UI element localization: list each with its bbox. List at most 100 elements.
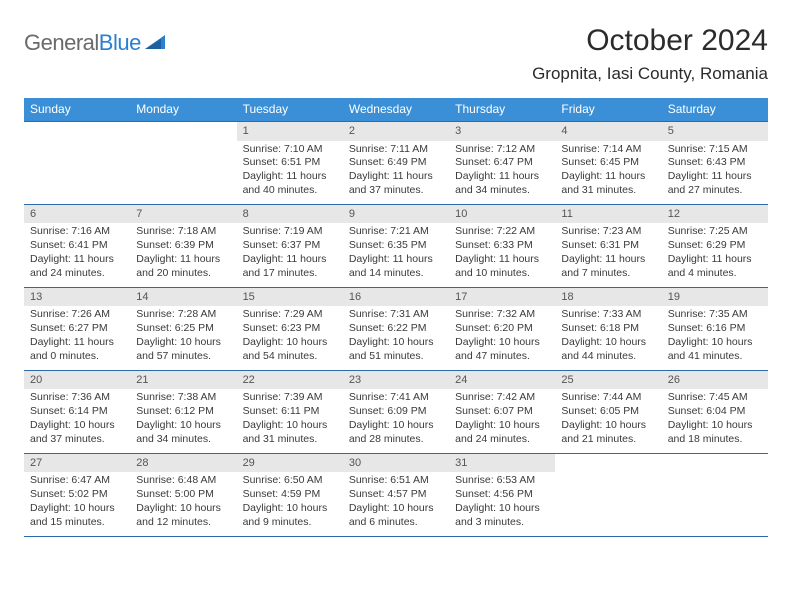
day-body: Sunrise: 7:44 AMSunset: 6:05 PMDaylight:…: [555, 389, 661, 452]
day-body: Sunrise: 7:28 AMSunset: 6:25 PMDaylight:…: [130, 306, 236, 369]
day-sunset: Sunset: 6:14 PM: [30, 405, 124, 419]
day-sunset: Sunset: 6:05 PM: [561, 405, 655, 419]
day-number: 4: [555, 122, 661, 141]
day-of-week-cell: Sunday: [24, 98, 130, 121]
day-number: 24: [449, 371, 555, 390]
day-number: 11: [555, 205, 661, 224]
day-sunset: Sunset: 4:56 PM: [455, 488, 549, 502]
day-body: Sunrise: 7:41 AMSunset: 6:09 PMDaylight:…: [343, 389, 449, 452]
day-sunset: Sunset: 6:47 PM: [455, 156, 549, 170]
day-sunrise: Sunrise: 7:42 AM: [455, 391, 549, 405]
day-daylight: Daylight: 10 hours and 12 minutes.: [136, 502, 230, 530]
day-sunset: Sunset: 6:41 PM: [30, 239, 124, 253]
day-daylight: Daylight: 11 hours and 17 minutes.: [243, 253, 337, 281]
empty-day-cell: [24, 122, 130, 204]
day-number: 3: [449, 122, 555, 141]
day-body: Sunrise: 6:48 AMSunset: 5:00 PMDaylight:…: [130, 472, 236, 535]
day-body: Sunrise: 7:26 AMSunset: 6:27 PMDaylight:…: [24, 306, 130, 369]
day-sunset: Sunset: 4:59 PM: [243, 488, 337, 502]
day-sunrise: Sunrise: 7:32 AM: [455, 308, 549, 322]
day-sunset: Sunset: 6:25 PM: [136, 322, 230, 336]
day-cell: 22Sunrise: 7:39 AMSunset: 6:11 PMDayligh…: [237, 371, 343, 453]
calendar: SundayMondayTuesdayWednesdayThursdayFrid…: [24, 98, 768, 537]
day-sunset: Sunset: 6:27 PM: [30, 322, 124, 336]
day-body: Sunrise: 7:25 AMSunset: 6:29 PMDaylight:…: [662, 223, 768, 286]
day-of-week-cell: Friday: [555, 98, 661, 121]
day-sunset: Sunset: 5:00 PM: [136, 488, 230, 502]
day-number: 13: [24, 288, 130, 307]
day-sunrise: Sunrise: 7:45 AM: [668, 391, 762, 405]
day-sunset: Sunset: 5:02 PM: [30, 488, 124, 502]
day-sunset: Sunset: 6:22 PM: [349, 322, 443, 336]
day-cell: 30Sunrise: 6:51 AMSunset: 4:57 PMDayligh…: [343, 454, 449, 536]
month-title: October 2024: [532, 24, 768, 58]
day-sunset: Sunset: 6:49 PM: [349, 156, 443, 170]
day-sunrise: Sunrise: 6:51 AM: [349, 474, 443, 488]
day-daylight: Daylight: 11 hours and 34 minutes.: [455, 170, 549, 198]
day-of-week-cell: Wednesday: [343, 98, 449, 121]
empty-day-cell: [662, 454, 768, 536]
day-number: 20: [24, 371, 130, 390]
day-cell: 28Sunrise: 6:48 AMSunset: 5:00 PMDayligh…: [130, 454, 236, 536]
day-body: Sunrise: 7:45 AMSunset: 6:04 PMDaylight:…: [662, 389, 768, 452]
day-sunset: Sunset: 6:29 PM: [668, 239, 762, 253]
day-body: Sunrise: 7:18 AMSunset: 6:39 PMDaylight:…: [130, 223, 236, 286]
day-body: Sunrise: 7:10 AMSunset: 6:51 PMDaylight:…: [237, 141, 343, 204]
day-body: Sunrise: 7:42 AMSunset: 6:07 PMDaylight:…: [449, 389, 555, 452]
day-daylight: Daylight: 10 hours and 54 minutes.: [243, 336, 337, 364]
week-row: 20Sunrise: 7:36 AMSunset: 6:14 PMDayligh…: [24, 371, 768, 454]
day-sunset: Sunset: 6:33 PM: [455, 239, 549, 253]
day-body: Sunrise: 7:23 AMSunset: 6:31 PMDaylight:…: [555, 223, 661, 286]
day-daylight: Daylight: 11 hours and 14 minutes.: [349, 253, 443, 281]
day-sunrise: Sunrise: 7:28 AM: [136, 308, 230, 322]
day-number: 21: [130, 371, 236, 390]
day-number: 5: [662, 122, 768, 141]
day-cell: 23Sunrise: 7:41 AMSunset: 6:09 PMDayligh…: [343, 371, 449, 453]
header: GeneralBlue October 2024 Gropnita, Iasi …: [24, 24, 768, 84]
day-number: 7: [130, 205, 236, 224]
day-number: 17: [449, 288, 555, 307]
day-number: 6: [24, 205, 130, 224]
day-sunrise: Sunrise: 7:12 AM: [455, 143, 549, 157]
day-body: Sunrise: 7:39 AMSunset: 6:11 PMDaylight:…: [237, 389, 343, 452]
day-cell: 15Sunrise: 7:29 AMSunset: 6:23 PMDayligh…: [237, 288, 343, 370]
logo-text: GeneralBlue: [24, 30, 141, 56]
day-body: Sunrise: 7:33 AMSunset: 6:18 PMDaylight:…: [555, 306, 661, 369]
day-cell: 27Sunrise: 6:47 AMSunset: 5:02 PMDayligh…: [24, 454, 130, 536]
day-sunset: Sunset: 6:45 PM: [561, 156, 655, 170]
day-sunrise: Sunrise: 7:29 AM: [243, 308, 337, 322]
day-cell: 20Sunrise: 7:36 AMSunset: 6:14 PMDayligh…: [24, 371, 130, 453]
day-sunset: Sunset: 6:16 PM: [668, 322, 762, 336]
day-body: Sunrise: 7:14 AMSunset: 6:45 PMDaylight:…: [555, 141, 661, 204]
day-cell: 9Sunrise: 7:21 AMSunset: 6:35 PMDaylight…: [343, 205, 449, 287]
day-sunrise: Sunrise: 7:25 AM: [668, 225, 762, 239]
day-number: 19: [662, 288, 768, 307]
day-daylight: Daylight: 11 hours and 7 minutes.: [561, 253, 655, 281]
day-number: 1: [237, 122, 343, 141]
week-row: 27Sunrise: 6:47 AMSunset: 5:02 PMDayligh…: [24, 454, 768, 537]
day-daylight: Daylight: 10 hours and 21 minutes.: [561, 419, 655, 447]
day-number: 29: [237, 454, 343, 473]
day-number: 31: [449, 454, 555, 473]
weeks-container: 1Sunrise: 7:10 AMSunset: 6:51 PMDaylight…: [24, 121, 768, 537]
day-sunrise: Sunrise: 7:41 AM: [349, 391, 443, 405]
day-cell: 24Sunrise: 7:42 AMSunset: 6:07 PMDayligh…: [449, 371, 555, 453]
day-cell: 8Sunrise: 7:19 AMSunset: 6:37 PMDaylight…: [237, 205, 343, 287]
day-body: Sunrise: 7:29 AMSunset: 6:23 PMDaylight:…: [237, 306, 343, 369]
day-body: Sunrise: 7:12 AMSunset: 6:47 PMDaylight:…: [449, 141, 555, 204]
day-sunrise: Sunrise: 7:33 AM: [561, 308, 655, 322]
day-daylight: Daylight: 11 hours and 37 minutes.: [349, 170, 443, 198]
day-body: Sunrise: 7:11 AMSunset: 6:49 PMDaylight:…: [343, 141, 449, 204]
day-cell: 16Sunrise: 7:31 AMSunset: 6:22 PMDayligh…: [343, 288, 449, 370]
day-daylight: Daylight: 11 hours and 4 minutes.: [668, 253, 762, 281]
day-cell: 26Sunrise: 7:45 AMSunset: 6:04 PMDayligh…: [662, 371, 768, 453]
day-daylight: Daylight: 10 hours and 34 minutes.: [136, 419, 230, 447]
day-daylight: Daylight: 11 hours and 40 minutes.: [243, 170, 337, 198]
day-daylight: Daylight: 10 hours and 44 minutes.: [561, 336, 655, 364]
day-of-week-cell: Monday: [130, 98, 236, 121]
day-daylight: Daylight: 11 hours and 24 minutes.: [30, 253, 124, 281]
day-sunrise: Sunrise: 7:23 AM: [561, 225, 655, 239]
week-row: 13Sunrise: 7:26 AMSunset: 6:27 PMDayligh…: [24, 288, 768, 371]
day-of-week-row: SundayMondayTuesdayWednesdayThursdayFrid…: [24, 98, 768, 121]
day-daylight: Daylight: 10 hours and 41 minutes.: [668, 336, 762, 364]
